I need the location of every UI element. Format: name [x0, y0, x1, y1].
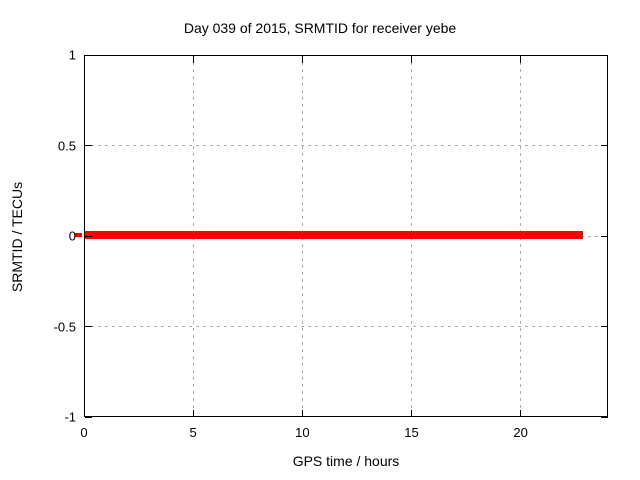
x-tick-label: 15 — [404, 425, 419, 440]
grid-line-horizontal — [84, 145, 608, 146]
y-tick-label: 1 — [68, 47, 76, 63]
x-tick-bottom — [411, 410, 412, 417]
y-tick-label: 0.5 — [57, 138, 76, 153]
y-tick-right — [601, 416, 608, 418]
x-tick-bottom — [301, 410, 303, 417]
grid-line-horizontal — [84, 326, 608, 327]
x-tick-top — [520, 56, 522, 63]
x-tick-label: 5 — [189, 425, 197, 440]
y-tick-label: 0 — [68, 228, 76, 244]
x-tick-top — [83, 56, 85, 63]
x-tick-top — [411, 56, 412, 63]
x-tick-label: 20 — [513, 425, 528, 440]
y-axis-label: SRMTID / TECUs — [9, 181, 25, 293]
x-tick-top — [192, 56, 194, 63]
y-tick-left — [85, 145, 92, 146]
data-series-line — [84, 231, 583, 239]
y-tick-left — [85, 416, 92, 418]
x-axis-label: GPS time / hours — [292, 453, 400, 469]
chart-title: Day 039 of 2015, SRMTID for receiver yeb… — [183, 20, 457, 36]
x-tick-label: 10 — [295, 425, 310, 440]
x-tick-bottom — [520, 410, 522, 417]
y-tick-right — [601, 235, 608, 237]
y-tick-label: -0.5 — [53, 319, 76, 334]
y-tick-right — [601, 326, 608, 327]
y-tick-right — [601, 54, 608, 56]
y-tick-left — [85, 326, 92, 327]
series-zero-tick-dash — [75, 233, 82, 237]
y-tick-label: -1 — [64, 409, 76, 425]
y-tick-left — [85, 54, 92, 56]
y-tick-right — [601, 145, 608, 146]
x-tick-top — [301, 56, 303, 63]
x-tick-bottom — [192, 410, 194, 417]
y-tick-left — [85, 235, 92, 237]
x-tick-label: 0 — [80, 425, 88, 440]
